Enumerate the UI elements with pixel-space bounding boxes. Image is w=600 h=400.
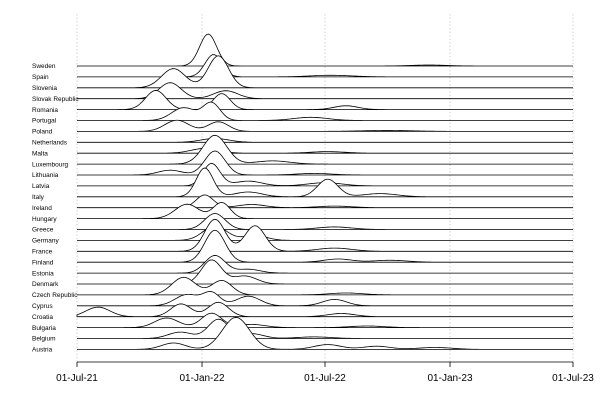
- country-label: Hungary: [32, 216, 57, 223]
- ridge-slovenia: [77, 55, 573, 89]
- x-tick-label: 01-Jan-22: [180, 373, 225, 384]
- ridge-france: [77, 218, 573, 252]
- country-label: Slovenia: [32, 85, 57, 92]
- country-label: Lithuania: [32, 172, 59, 179]
- country-label: Bulgaria: [32, 325, 56, 332]
- country-label: Croatia: [32, 314, 53, 321]
- country-label: Luxembourg: [32, 161, 69, 168]
- ridge-estonia: [77, 255, 573, 274]
- x-tick-label: 01-Jul-21: [56, 373, 98, 384]
- ridge-netherlands: [77, 138, 573, 143]
- ridge-czech-republic: [77, 276, 573, 296]
- ridge-austria: [77, 317, 573, 350]
- country-label: Denmark: [32, 281, 59, 288]
- x-tick-label: 01-Jan-23: [428, 373, 473, 384]
- ridge-lithuania: [77, 150, 573, 176]
- country-label: France: [32, 249, 53, 256]
- country-label: Poland: [32, 129, 53, 136]
- ridge-hungary: [77, 202, 573, 219]
- ridge-portugal: [77, 101, 573, 121]
- ridge-ireland: [77, 194, 573, 209]
- country-label: Ireland: [32, 205, 52, 212]
- ridge-sweden: [77, 33, 573, 67]
- ridge-spain: [77, 54, 573, 78]
- ridge-luxembourg: [77, 134, 573, 165]
- country-label: Romania: [32, 107, 58, 114]
- country-label: Netherlands: [32, 140, 68, 147]
- country-label: Austria: [32, 347, 53, 354]
- country-label: Sweden: [32, 63, 56, 70]
- country-label: Slovak Republic: [32, 96, 79, 103]
- country-label: Cyprus: [32, 303, 53, 310]
- ridge-germany: [77, 225, 573, 241]
- country-label: Italy: [32, 194, 45, 201]
- ridge-cyprus: [77, 291, 573, 307]
- ridge-croatia: [76, 301, 573, 318]
- x-tick-label: 01-Jul-22: [304, 373, 346, 384]
- country-label: Malta: [32, 150, 48, 157]
- ridge-poland: [77, 119, 573, 132]
- country-label: Czech Republic: [32, 292, 78, 299]
- country-label: Finland: [32, 259, 54, 266]
- ridges: [76, 33, 573, 350]
- ridge-bulgaria: [77, 312, 573, 328]
- ridge-greece: [77, 213, 573, 230]
- country-labels: Sweden Spain Slovenia Slovak Republic Romani…: [32, 63, 79, 353]
- ridge-denmark: [77, 259, 573, 285]
- country-label: Latvia: [32, 183, 50, 190]
- country-label: Estonia: [32, 270, 54, 277]
- ridge-italy: [77, 167, 573, 198]
- ridge-romania: [77, 90, 573, 110]
- country-label: Germany: [32, 238, 59, 245]
- x-axis: 01-Jul-21 01-Jan-22 01-Jul-22 01-Jan-23 01-J…: [56, 361, 594, 384]
- ridge-slovak-republic: [77, 82, 573, 100]
- x-tick-label: 01-Jul-23: [552, 373, 594, 384]
- country-label: Belgium: [32, 336, 55, 343]
- ridge-belgium: [77, 318, 573, 339]
- country-label: Greece: [32, 227, 54, 234]
- country-label: Portugal: [32, 118, 57, 125]
- country-label: Spain: [32, 74, 49, 81]
- ridge-finland: [77, 229, 573, 263]
